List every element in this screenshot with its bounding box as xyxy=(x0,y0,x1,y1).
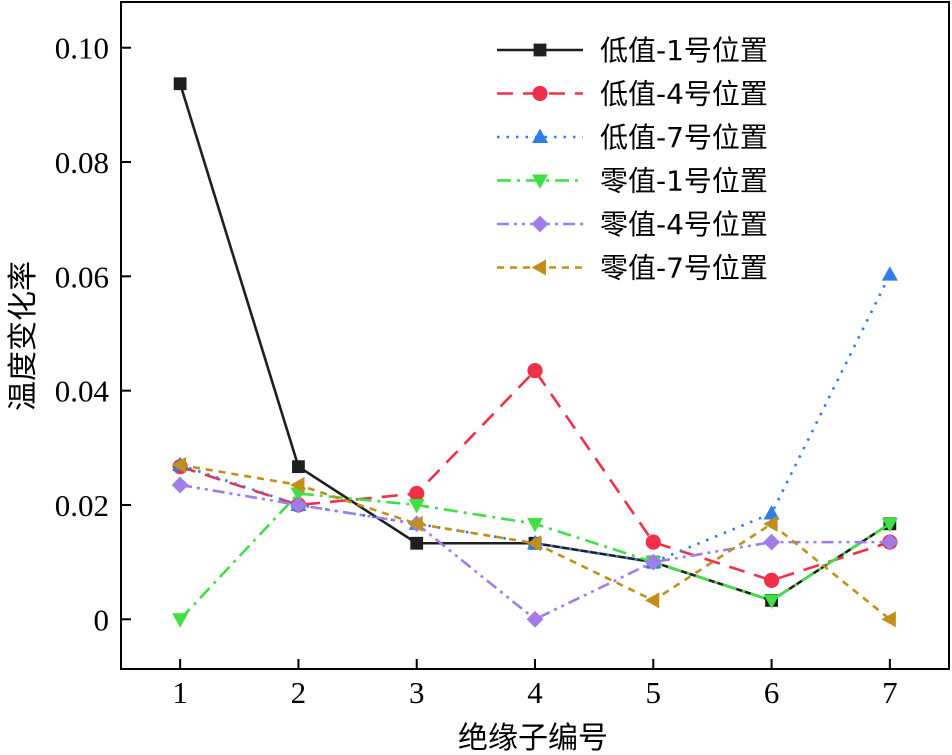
x-tick-label: 2 xyxy=(291,675,307,710)
series-6 xyxy=(171,456,896,628)
point-marker xyxy=(527,363,543,379)
point-marker xyxy=(526,610,544,628)
legend-label: 零值-4号位置 xyxy=(600,208,768,241)
point-marker xyxy=(408,498,425,514)
point-marker xyxy=(409,485,425,502)
series-line xyxy=(179,492,891,621)
y-tick-label: 0 xyxy=(94,602,110,637)
point-marker xyxy=(763,505,780,520)
point-marker xyxy=(763,594,780,609)
x-tick-label: 6 xyxy=(764,675,780,710)
point-marker xyxy=(644,592,660,609)
legend-label: 零值-1号位置 xyxy=(600,165,768,198)
y-axis-title: 温度变化率 xyxy=(6,261,41,411)
series-5 xyxy=(171,476,899,628)
x-axis-title: 绝缘子编号 xyxy=(458,721,608,755)
point-marker xyxy=(763,572,780,589)
legend-item: 零值-4号位置 xyxy=(497,208,768,241)
point-marker xyxy=(410,536,424,550)
plot-frame xyxy=(120,1,950,670)
point-marker xyxy=(881,517,898,533)
point-marker xyxy=(172,613,189,628)
point-marker xyxy=(532,85,548,102)
point-marker xyxy=(532,174,548,189)
legend-item: 低值-7号位置 xyxy=(497,121,768,154)
y-tick-label: 0.08 xyxy=(55,145,109,180)
point-marker xyxy=(531,259,546,276)
legend-label: 低值-7号位置 xyxy=(600,121,768,154)
point-marker xyxy=(171,456,187,473)
legend-label: 低值-4号位置 xyxy=(600,78,768,111)
x-tick-label: 3 xyxy=(409,675,425,710)
point-marker xyxy=(645,534,661,550)
x-tick-label: 5 xyxy=(646,675,662,710)
legend-item: 零值-7号位置 xyxy=(497,252,768,285)
point-marker xyxy=(532,128,548,143)
x-tick-label: 1 xyxy=(172,675,188,710)
point-marker xyxy=(531,215,549,233)
point-marker xyxy=(881,533,899,551)
legend-label: 低值-1号位置 xyxy=(600,34,768,67)
point-marker xyxy=(527,517,543,533)
point-marker xyxy=(763,533,780,551)
point-marker xyxy=(526,535,541,552)
series-layer xyxy=(171,77,899,628)
point-marker xyxy=(171,476,189,494)
y-tick-label: 0.04 xyxy=(55,374,110,409)
point-marker xyxy=(644,553,662,571)
legend: 低值-1号位置低值-4号位置低值-7号位置零值-1号位置零值-4号位置零值-7号… xyxy=(497,34,768,285)
y-tick-label: 0.06 xyxy=(55,259,109,294)
point-marker xyxy=(290,496,307,514)
point-marker xyxy=(763,515,778,532)
series-4 xyxy=(172,487,898,628)
axis-ticks: 1 2 3 4 5 6 7 0 0.02 0.04 0.06 0.08 0.10 xyxy=(55,31,898,710)
point-marker xyxy=(881,266,898,281)
point-marker xyxy=(290,476,305,493)
legend-item: 零值-1号位置 xyxy=(497,165,768,198)
legend-label: 零值-7号位置 xyxy=(600,252,768,285)
x-tick-label: 7 xyxy=(882,675,898,710)
y-tick-label: 0.10 xyxy=(55,31,109,66)
point-marker xyxy=(881,611,896,628)
legend-item: 低值-1号位置 xyxy=(497,34,768,67)
series-2 xyxy=(172,363,898,589)
legend-item: 低值-4号位置 xyxy=(497,78,768,111)
point-marker xyxy=(408,515,423,532)
point-marker xyxy=(533,43,547,57)
y-tick-label: 0.02 xyxy=(55,488,109,523)
point-marker xyxy=(173,77,187,91)
point-marker xyxy=(292,460,305,474)
x-tick-label: 4 xyxy=(527,675,543,710)
